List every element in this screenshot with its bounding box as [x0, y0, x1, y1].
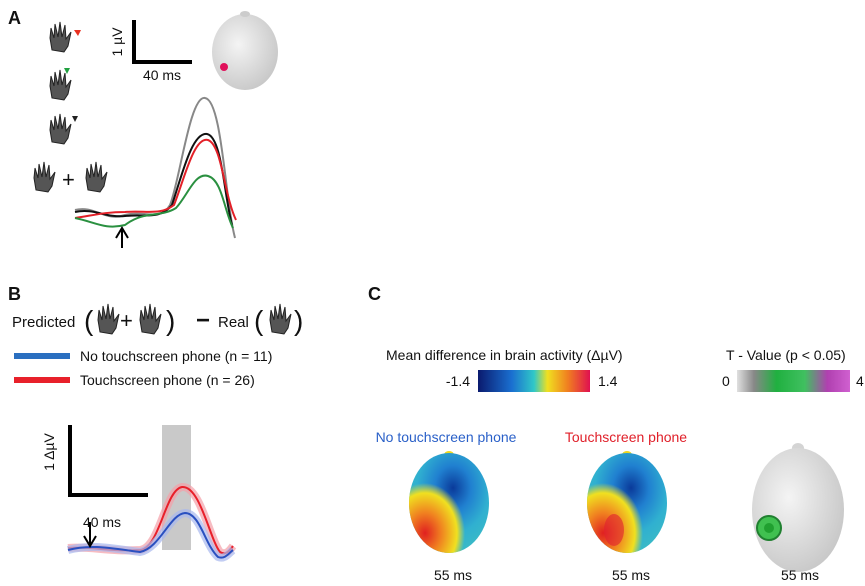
marker	[72, 116, 78, 122]
hand-icon	[139, 303, 162, 335]
topomap-hot	[409, 453, 489, 553]
trace	[74, 97, 236, 239]
scale-x-label: 40 ms	[143, 67, 181, 83]
colorbar-max: 1.4	[598, 373, 618, 389]
map-title: No touchscreen phone	[376, 429, 517, 445]
map-time: 55 ms	[781, 567, 819, 583]
colorbar-min: -1.4	[446, 373, 470, 389]
significant-region	[764, 523, 774, 533]
plus: +	[62, 167, 75, 192]
marker	[64, 68, 70, 74]
trace	[74, 174, 234, 229]
marker	[74, 30, 81, 36]
topomap-peak	[604, 514, 624, 546]
electrode	[220, 63, 228, 71]
trace	[67, 511, 234, 559]
topomap-hot	[587, 453, 667, 553]
colorbar	[737, 370, 850, 392]
scale-bar	[132, 20, 192, 64]
hand-icon	[49, 113, 72, 145]
formula-minus: −	[196, 307, 210, 334]
hand-icon	[49, 69, 72, 101]
map-time: 55 ms	[434, 567, 472, 583]
paren: (	[254, 305, 264, 336]
colorbar-min: 0	[722, 373, 730, 389]
hand-icon	[269, 303, 292, 335]
panel-label: B	[8, 284, 21, 304]
formula-text: Predicted	[12, 314, 75, 331]
paren: (	[84, 305, 94, 336]
panel-label: C	[368, 284, 381, 304]
colorbar-max: 4	[856, 373, 864, 389]
scale-bar	[68, 425, 148, 497]
map-time: 55 ms	[612, 567, 650, 583]
colorbar	[478, 370, 590, 392]
arrow	[115, 226, 129, 248]
hand-icon	[49, 21, 72, 53]
legend-label: No touchscreen phone (n = 11)	[80, 348, 272, 364]
arrow	[83, 522, 97, 548]
head	[212, 14, 278, 90]
nose	[240, 11, 250, 17]
formula-text: Real	[218, 314, 249, 331]
paren: )	[166, 305, 175, 336]
map-title: Touchscreen phone	[565, 429, 687, 445]
colorbar-title: T - Value (p < 0.05)	[726, 347, 846, 363]
trace	[74, 138, 237, 221]
scale-y-label: 1 ΔµV	[41, 433, 57, 471]
formula-plus: +	[120, 308, 133, 333]
hand-icon	[97, 303, 120, 335]
paren: )	[294, 305, 303, 336]
head	[752, 448, 844, 572]
legend-label: Touchscreen phone (n = 26)	[80, 372, 255, 388]
colorbar-title: Mean difference in brain activity (ΔµV)	[386, 347, 623, 363]
panel-label: A	[8, 8, 21, 28]
scale-x-label: 40 ms	[83, 514, 121, 530]
hand-icon	[33, 161, 56, 193]
hand-icon	[85, 161, 108, 193]
scale-y-label: 1 µV	[109, 27, 125, 57]
